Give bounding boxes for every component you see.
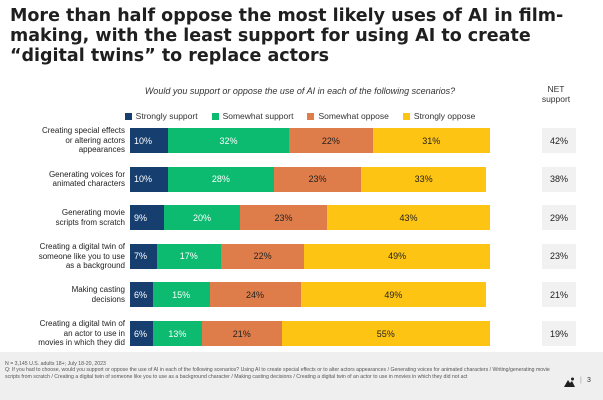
row-label-line: decisions	[91, 294, 125, 304]
legend-swatch	[402, 112, 410, 120]
bar-segment: 23%	[273, 166, 362, 192]
net-support-value: 38%	[542, 166, 576, 192]
row-label-line: appearances	[78, 145, 125, 155]
legend-label: Somewhat support	[222, 111, 294, 121]
bar-segment: 21%	[201, 321, 282, 346]
bar-segment: 22%	[289, 128, 373, 153]
net-support-value: 42%	[542, 128, 576, 153]
legend-somewhat-oppose: Somewhat oppose	[307, 111, 389, 121]
row-label: Creating special effects or altering acto…	[10, 126, 125, 155]
row-label-line: an actor to use in	[63, 328, 125, 338]
row-label-line: scripts from scratch	[55, 217, 125, 227]
legend-swatch	[211, 112, 219, 120]
bar-segment: 32%	[167, 128, 290, 153]
bar-segment: 55%	[281, 321, 490, 346]
page-separator: |	[580, 377, 582, 384]
brand-logo-icon	[564, 377, 575, 387]
row-label-line: or altering actors	[65, 135, 125, 145]
bar-row: 10% 32% 22% 31%	[130, 128, 490, 153]
net-header-line-2: support	[541, 94, 571, 104]
bar-segment: 49%	[304, 243, 490, 269]
bar-segment: 43%	[327, 205, 490, 231]
legend-label: Strongly support	[135, 111, 198, 121]
bar-segment: 10%	[130, 166, 168, 192]
bar-segment: 6%	[130, 282, 153, 308]
row-label-line: someone like you to use	[38, 251, 125, 261]
bar-segment: 22%	[220, 243, 305, 269]
row-label-line: movies in which they did	[38, 338, 125, 348]
row-label: Making casting decisions	[10, 282, 125, 307]
bar-segment: 10%	[130, 128, 168, 153]
net-support-value: 19%	[542, 321, 576, 346]
page-number: 3	[587, 377, 591, 384]
row-label-line: Creating a digital twin of	[39, 242, 125, 252]
legend-label: Somewhat oppose	[318, 111, 389, 121]
bar-segment: 15%	[152, 282, 210, 308]
row-label-line: Generating voices for	[48, 169, 125, 179]
legend-swatch	[124, 112, 132, 120]
row-label-line: as a background	[65, 261, 125, 271]
row-label: Generating movie scripts from scratch	[10, 205, 125, 230]
bar-row: 10% 28% 23% 33%	[130, 166, 490, 192]
chart-question: Would you support or oppose the use of A…	[144, 86, 456, 96]
legend-label: Strongly oppose	[413, 111, 476, 121]
bar-row: 6% 13% 21% 55%	[130, 321, 490, 346]
bar-row: 9% 20% 23% 43%	[130, 205, 490, 231]
net-support-header: NET support	[535, 84, 577, 104]
row-label: Generating voices for animated characters	[10, 167, 125, 192]
bar-row: 6% 15% 24% 49%	[130, 282, 490, 308]
row-label-line: Making casting	[71, 285, 125, 295]
footer-bar	[0, 352, 603, 400]
legend-swatch	[307, 112, 315, 120]
bar-segment: 24%	[209, 282, 301, 308]
footnote-sample: N = 3,145 U.S. adults 18+; July 18-20, 2…	[5, 361, 106, 367]
bar-segment: 31%	[372, 128, 490, 153]
bar-row: 7% 17% 22% 49%	[130, 243, 490, 269]
bar-segment: 13%	[152, 321, 202, 346]
row-label-line: Generating movie	[61, 208, 125, 218]
row-label-line: animated characters	[52, 179, 125, 189]
bar-segment: 49%	[300, 282, 487, 308]
net-support-value: 29%	[542, 205, 576, 231]
bar-segment: 9%	[130, 205, 165, 231]
net-support-value: 23%	[542, 243, 576, 269]
footnote-question: Q: If you had to choose, would you suppo…	[5, 367, 550, 380]
net-support-value: 21%	[542, 282, 576, 308]
row-label: Creating a digital twin of an actor to us…	[10, 319, 125, 348]
row-label-line: Creating special effects	[41, 126, 125, 136]
bar-segment: 20%	[164, 205, 240, 231]
net-header-line-1: NET	[547, 84, 565, 94]
chart-legend: Strongly support Somewhat support Somewhat…	[0, 111, 600, 121]
bar-segment: 33%	[361, 166, 487, 192]
legend-somewhat-support: Somewhat support	[211, 111, 294, 121]
row-label: Creating a digital twin of someone like y…	[10, 242, 125, 271]
footnote: N = 3,145 U.S. adults 18+; July 18-20, 2…	[5, 361, 550, 380]
row-label-line: Creating a digital twin of	[39, 319, 125, 329]
bar-segment: 17%	[156, 243, 221, 269]
page-title: More than half oppose the most likely us…	[10, 6, 564, 66]
bar-segment: 23%	[239, 205, 328, 231]
bar-segment: 7%	[130, 243, 157, 269]
bar-segment: 28%	[167, 166, 274, 192]
legend-strongly-oppose: Strongly oppose	[402, 111, 476, 121]
bar-segment: 6%	[130, 321, 153, 346]
legend-strongly-support: Strongly support	[124, 111, 198, 121]
